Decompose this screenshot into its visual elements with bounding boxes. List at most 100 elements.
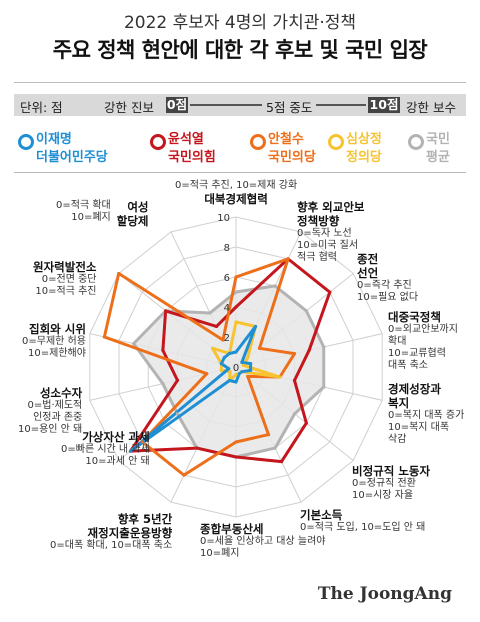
axis-description: 0=빠른 시간 내 과세 10=과세 안 돼: [61, 444, 150, 467]
axis-label: 종합부동산세 0=세율 인상하고 대상 늘려야 10=폐지: [200, 522, 325, 560]
data-point: [278, 375, 282, 379]
data-point: [241, 363, 245, 367]
axis-name: 대북경제협력: [204, 192, 268, 206]
unit-label: 단위: 점: [20, 100, 63, 115]
data-point: [273, 284, 277, 288]
legend-name: 이재명: [36, 132, 72, 147]
divider: [14, 82, 466, 83]
axis-description: 0=전면 중단 10=적극 추진: [35, 274, 97, 297]
data-point: [304, 421, 308, 425]
axis-label: 향후 외교안보 정책방향 0=독자 노선 10=미국 질서 적극 협력: [297, 200, 364, 264]
axis-label: 대중국정책 0=외교안보까지 확대 10=교류협력 대폭 축소: [388, 310, 458, 372]
ten-point-label: 10점: [368, 97, 400, 113]
brand-logo: The JoongAng: [317, 584, 452, 604]
data-point: [292, 352, 297, 356]
data-point: [273, 446, 277, 450]
data-point: [221, 338, 225, 342]
legend-party: 국민의힘: [168, 150, 216, 165]
axis-description: 0=세율 인상하고 대상 늘려야 10=폐지: [200, 536, 326, 559]
data-point: [219, 362, 223, 366]
data-point: [257, 346, 262, 350]
data-point: [246, 374, 250, 378]
axis-label: 기본소득 0=적극 도입, 10=도입 안 돼: [300, 508, 425, 534]
r-tick-label: 4: [224, 303, 230, 314]
axis-label: 원자력발전소 0=전면 중단 10=적극 추진: [33, 260, 96, 298]
axis-name: 집회와 시위: [29, 322, 86, 336]
axis-description: 0=적극 도입, 10=도입 안 돼: [300, 522, 426, 533]
axis-description: 0=대폭 확대, 10=대폭 축소: [50, 540, 173, 551]
legend: 이재명 더불어민주당 윤석열 국민의힘 안철수 국민의당 심상정 정의당 국민 …: [10, 128, 470, 170]
axis-description: 0=즉각 추진 10=필요 없다: [357, 280, 419, 303]
axis-name: 성소수자: [39, 386, 83, 400]
axis-label: 종전 선언 0=즉각 추진 10=필요 없다: [357, 252, 418, 304]
data-point: [228, 370, 232, 374]
data-point: [234, 440, 238, 444]
data-point: [234, 350, 238, 354]
data-point: [175, 412, 179, 416]
r-tick-label: 2: [224, 333, 230, 344]
legend-swatch: [18, 134, 34, 150]
data-point: [249, 362, 253, 366]
data-point: [279, 460, 284, 464]
axis-name: 가상자산 과세: [82, 430, 150, 444]
axis-name: 원자력발전소: [33, 260, 97, 274]
axis-name: 향후 5년간 재정지출운용방향: [87, 512, 173, 540]
axis-description: 0=외교안보까지 확대 10=교류협력 대폭 축소: [388, 324, 458, 371]
data-point: [205, 372, 209, 376]
axis-label: 가상자산 과세 0=빠른 시간 내 과세 10=과세 안 돼: [61, 430, 150, 468]
axis-label: 경제성장과 복지 0=복지 대폭 증가 10=복지 대폭 삭감: [388, 382, 464, 446]
axis-label: 비정규직 노동자 0=정규직 전환 10=시장 자율: [352, 464, 430, 502]
axis-name: 종합부동산세: [200, 522, 264, 536]
legend-swatch: [150, 134, 166, 150]
scale-bar: 단위: 점 강한 진보 0점 5점 중도 10점 강한 보수: [14, 94, 466, 116]
r-tick-label: 10: [217, 213, 230, 224]
axis-name: 향후 외교안보 정책방향: [297, 200, 365, 228]
legend-party: 정의당: [346, 150, 382, 165]
data-point: [240, 360, 244, 364]
legend-party: 국민의당: [268, 150, 316, 165]
data-point: [234, 380, 238, 384]
legend-swatch: [408, 134, 424, 150]
data-point: [222, 356, 226, 360]
data-point: [253, 324, 258, 329]
axis-description: 0=적극 추진, 10=제재 강화: [175, 180, 298, 191]
data-point: [307, 348, 311, 352]
r-tick-label: 0: [233, 363, 239, 374]
data-point: [164, 309, 168, 313]
data-point: [140, 440, 144, 444]
data-point: [175, 378, 180, 382]
legend-party: 평균: [426, 150, 450, 165]
axis-name: 종전 선언: [357, 252, 379, 280]
axis-name: 대중국정책: [388, 310, 441, 324]
data-point: [246, 356, 250, 360]
data-point: [266, 432, 271, 437]
left-pole-label: 강한 진보: [104, 100, 154, 115]
data-point: [117, 271, 121, 276]
data-point: [234, 320, 238, 324]
axis-label: 향후 5년간 재정지출운용방향 0=대폭 확대, 10=대폭 축소: [50, 512, 172, 552]
data-point: [234, 455, 238, 459]
legend-name: 윤석열: [168, 132, 204, 147]
data-point: [219, 368, 223, 372]
data-point: [128, 449, 133, 453]
axis-description: 0=독자 노선 10=미국 질서 적극 협력: [297, 228, 359, 263]
legend-name: 심상정: [346, 132, 382, 147]
data-point: [322, 385, 326, 389]
data-point: [234, 275, 238, 279]
data-point: [234, 290, 238, 294]
chart-title: 주요 정책 현안에 대한 각 후보 및 국민 입장: [52, 38, 428, 62]
data-point: [227, 351, 232, 356]
divider: [14, 172, 466, 173]
data-point: [304, 309, 308, 313]
r-tick-label: 8: [224, 243, 230, 254]
legend-name: 국민: [426, 132, 450, 147]
data-point: [328, 290, 332, 294]
axis-description: 0=복지 대폭 증가 10=복지 대폭 삭감: [388, 410, 465, 445]
axis-label: 0=적극 추진, 10=제재 강화 대북경제협력: [175, 180, 297, 206]
axis-label: 성소수자 0=법·제도적 인정과 존중 10=용인 안 돼: [18, 386, 82, 436]
data-point: [210, 346, 215, 350]
axis-description: 0=적극 확대 10=폐지: [56, 200, 111, 223]
data-point: [102, 335, 106, 339]
data-point: [240, 370, 244, 374]
axis-description: 0=무제한 허용 10=제한해야: [22, 336, 86, 359]
